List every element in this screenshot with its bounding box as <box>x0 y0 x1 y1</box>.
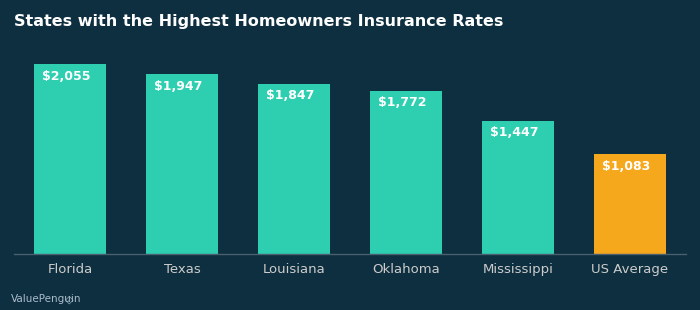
Bar <box>482 121 554 254</box>
Text: $1,847: $1,847 <box>266 89 315 102</box>
Text: $1,083: $1,083 <box>602 160 650 173</box>
Bar <box>594 154 666 254</box>
Bar <box>146 74 218 254</box>
Text: $1,772: $1,772 <box>378 96 427 109</box>
Bar <box>370 91 442 254</box>
Text: $1,447: $1,447 <box>490 126 539 139</box>
Text: States with the Highest Homeowners Insurance Rates: States with the Highest Homeowners Insur… <box>14 14 503 29</box>
Text: ValuePenguin: ValuePenguin <box>10 294 81 304</box>
Text: ◇: ◇ <box>65 294 74 304</box>
Bar <box>34 64 106 254</box>
Text: $1,947: $1,947 <box>154 80 203 93</box>
Bar <box>258 84 330 254</box>
Text: $2,055: $2,055 <box>42 70 91 83</box>
